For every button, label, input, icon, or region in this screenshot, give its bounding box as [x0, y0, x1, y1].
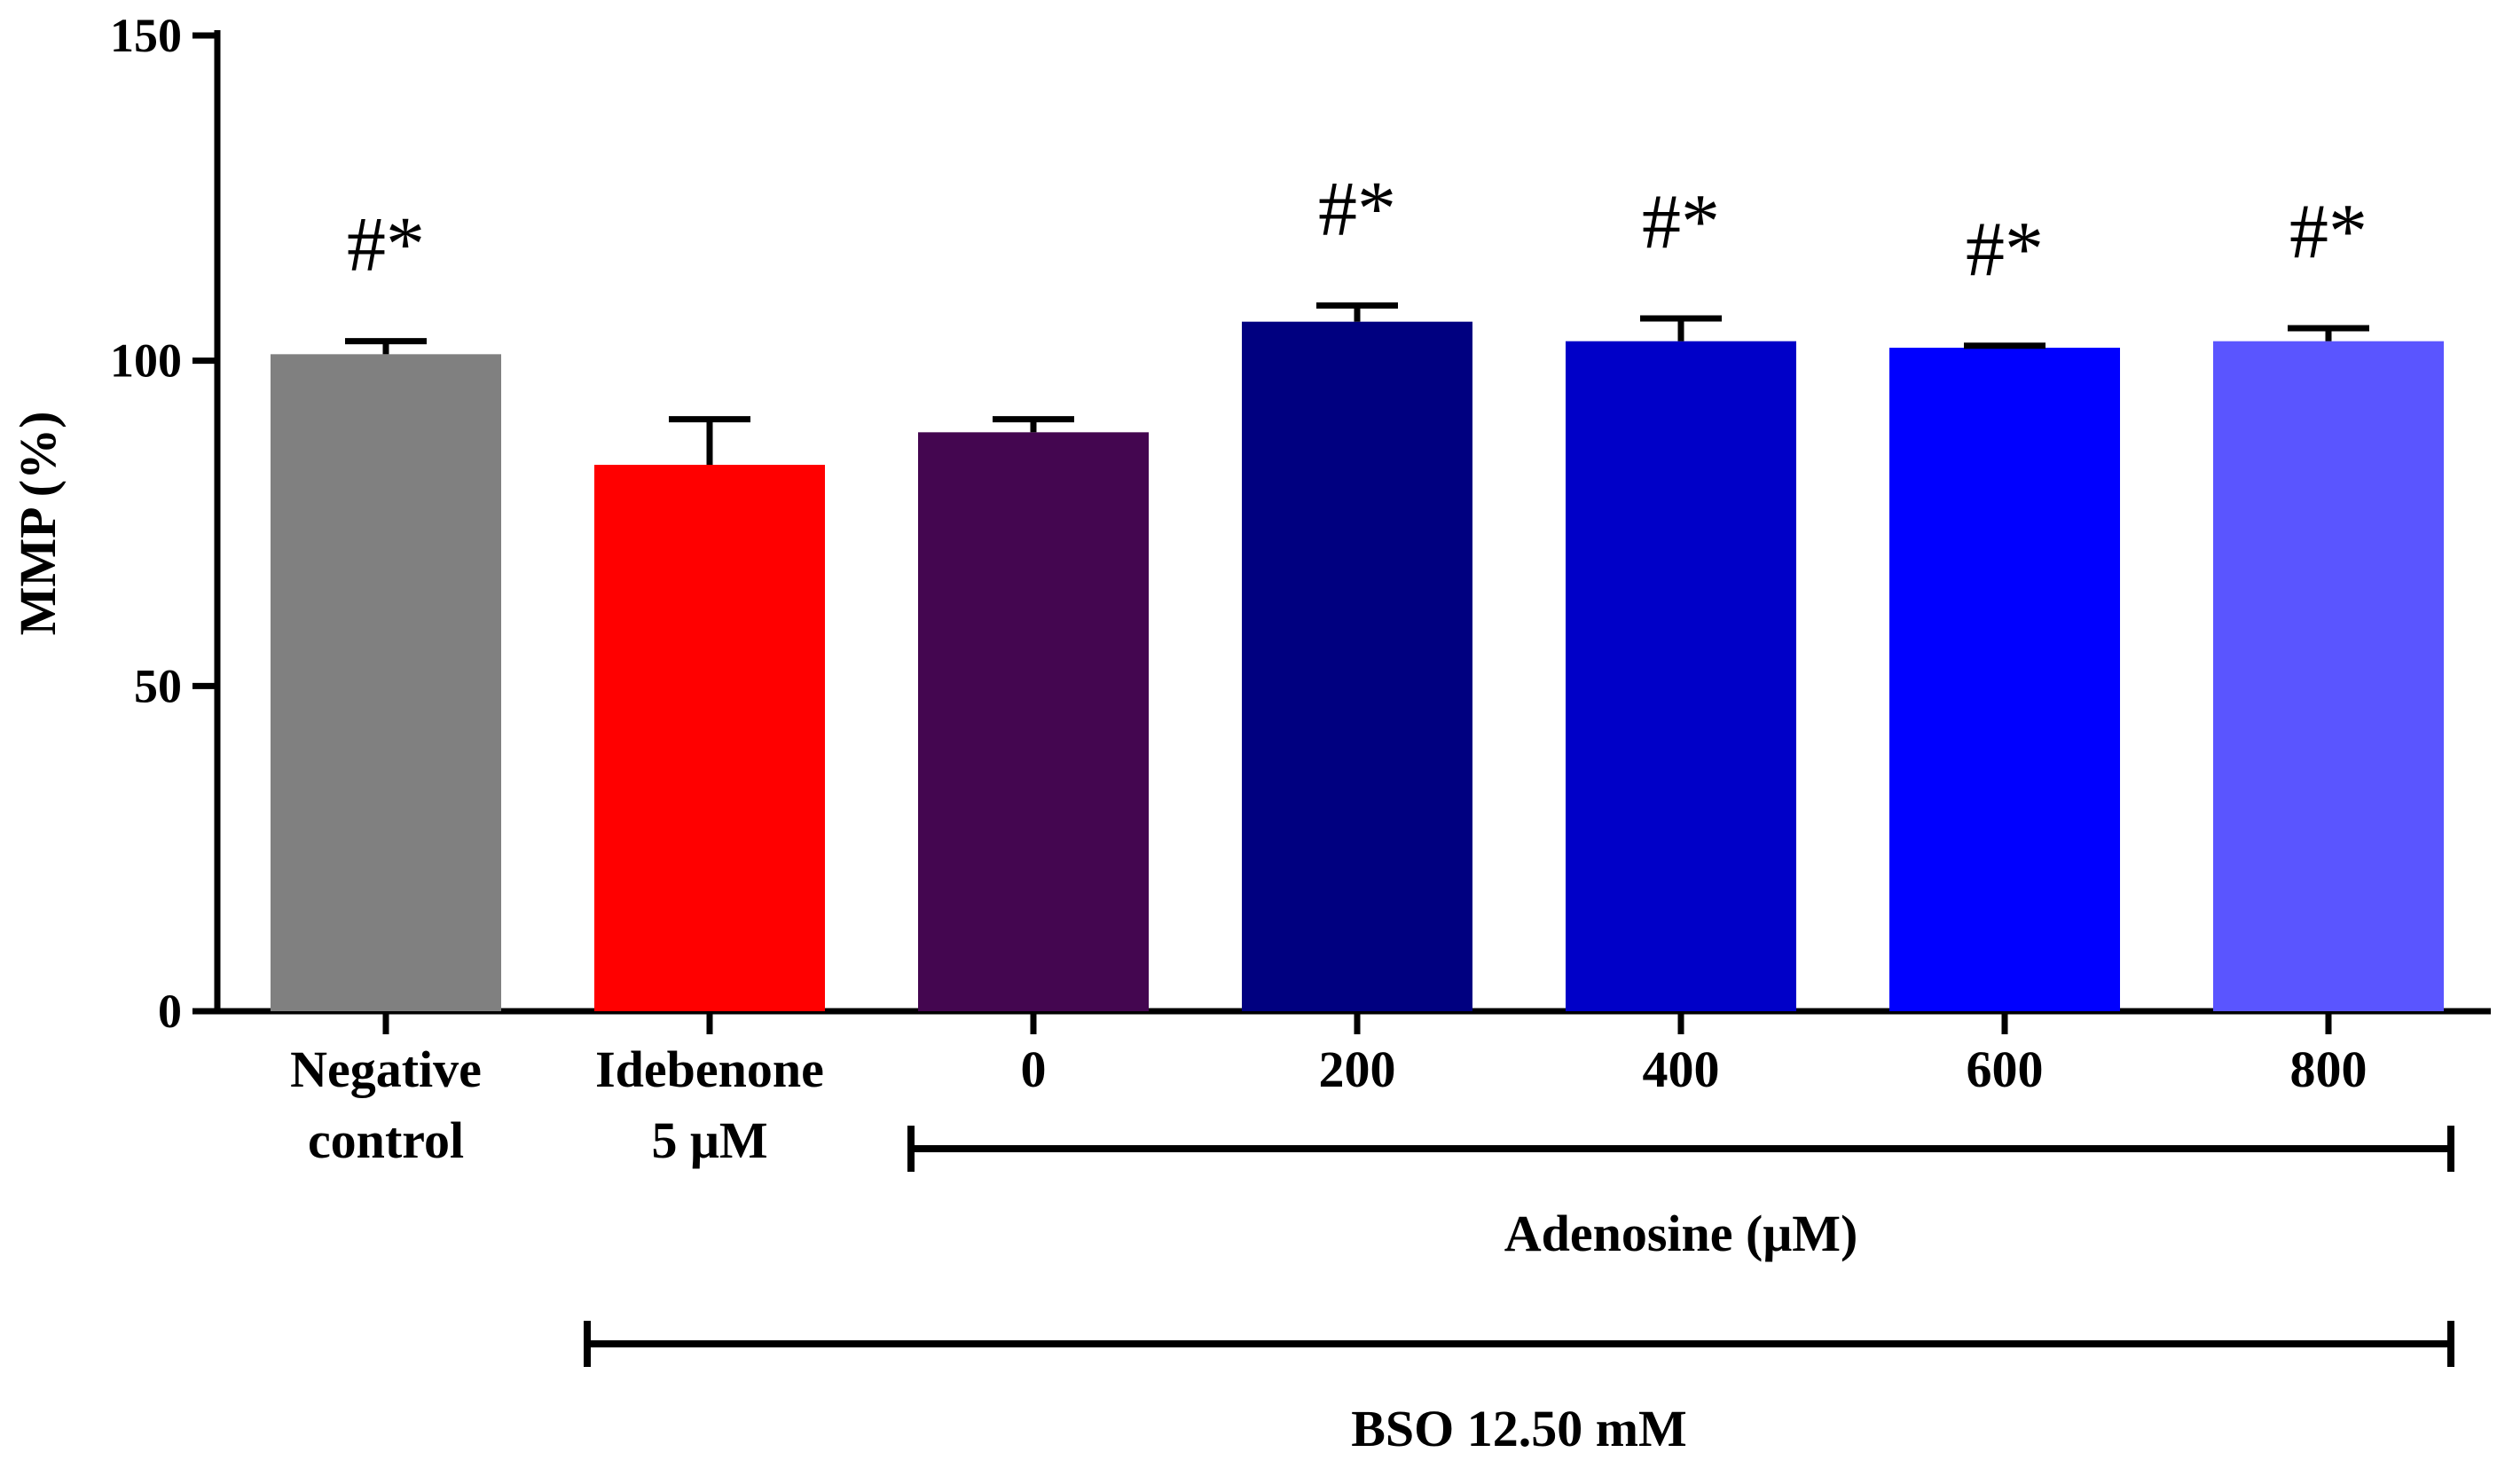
x-category-label: Negative [290, 1040, 482, 1098]
y-tick-label: 50 [134, 659, 182, 712]
bar [1889, 348, 2120, 1011]
bar [918, 432, 1149, 1011]
significance-annotation: #* [1318, 166, 1396, 252]
x-category-label: 600 [1967, 1040, 2044, 1098]
bar [2213, 341, 2444, 1012]
axes: 0 50 100 150 MMP (%) [9, 9, 2491, 1038]
x-category-label: 5 μM [651, 1111, 767, 1169]
x-category-label: 800 [2290, 1040, 2367, 1098]
bars [271, 302, 2444, 1012]
x-category-label: 0 [1021, 1040, 1047, 1098]
y-tick-label: 100 [110, 334, 182, 388]
y-axis-label: MMP (%) [9, 412, 67, 636]
bar [1566, 341, 1796, 1012]
y-tick-label: 0 [158, 985, 182, 1038]
significance-annotation: #* [1966, 207, 2044, 293]
labels: #* Negative control Idebenone 5 μM 0 #* 200 #* 40… [290, 166, 2454, 1457]
x-category-label: 400 [1643, 1040, 1720, 1098]
bar [271, 354, 501, 1011]
bar [1242, 321, 1472, 1012]
group-label: Adenosine (μM) [1504, 1205, 1858, 1262]
x-category-label: Idebenone [595, 1040, 824, 1098]
group-label: BSO 12.50 mM [1351, 1400, 1687, 1457]
significance-annotation: #* [1642, 179, 1720, 265]
significance-annotation: #* [2289, 189, 2367, 275]
significance-annotation: #* [347, 202, 425, 288]
x-category-label: control [308, 1111, 464, 1169]
bar [594, 465, 825, 1011]
x-category-label: 200 [1319, 1040, 1396, 1098]
y-tick-label: 150 [110, 9, 182, 62]
